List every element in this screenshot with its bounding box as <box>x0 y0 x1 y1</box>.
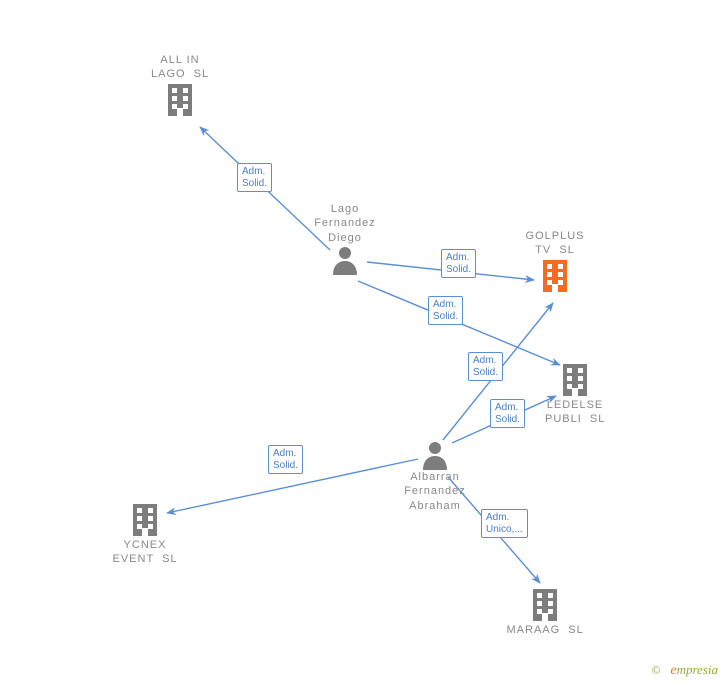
node-label: LEDELSE PUBLI SL <box>545 398 605 427</box>
edge-label: Adm. Solid. <box>441 249 476 278</box>
node-golplus[interactable]: GOLPLUS TV SL <box>526 229 585 294</box>
edge-label: Adm. Solid. <box>237 163 272 192</box>
building-icon <box>559 362 591 398</box>
node-lago_fernandez[interactable]: Lago Fernandez Diego <box>314 202 376 275</box>
person-icon <box>421 440 449 470</box>
node-albarran[interactable]: Albarran Fernandez Abraham <box>404 440 466 513</box>
building-icon <box>164 82 196 118</box>
edge-label: Adm. Solid. <box>468 352 503 381</box>
edges-layer <box>0 0 728 685</box>
node-ycnex[interactable]: YCNEX EVENT SL <box>113 502 178 567</box>
edge-label: Adm. Solid. <box>428 296 463 325</box>
building-icon <box>129 502 161 538</box>
edge-label: Adm. Solid. <box>268 445 303 474</box>
node-label: MARAAG SL <box>507 623 584 637</box>
node-label: Lago Fernandez Diego <box>314 202 376 245</box>
copyright: © empresia <box>651 662 718 679</box>
node-maraag[interactable]: MARAAG SL <box>507 587 584 637</box>
node-all_in_lago[interactable]: ALL IN LAGO SL <box>151 53 209 118</box>
node-label: Albarran Fernandez Abraham <box>404 470 466 513</box>
node-label: ALL IN LAGO SL <box>151 53 209 82</box>
copyright-symbol: © <box>651 663 660 677</box>
node-ledelse[interactable]: LEDELSE PUBLI SL <box>545 362 605 427</box>
person-icon <box>331 245 359 275</box>
node-label: GOLPLUS TV SL <box>526 229 585 258</box>
edge-label: Adm. Unico,... <box>481 509 528 538</box>
building-icon <box>529 587 561 623</box>
brand-rest: mpresia <box>677 662 718 677</box>
diagram-canvas: ALL IN LAGO SL Lago Fernandez Diego GOLP… <box>0 0 728 685</box>
building-icon <box>539 258 571 294</box>
node-label: YCNEX EVENT SL <box>113 538 178 567</box>
edge-label: Adm. Solid. <box>490 399 525 428</box>
